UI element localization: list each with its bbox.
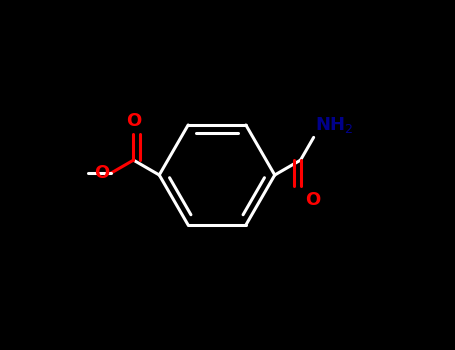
Text: NH$_2$: NH$_2$ [315,114,354,135]
Text: O: O [305,190,320,209]
Text: O: O [94,164,109,182]
Text: O: O [126,112,141,130]
